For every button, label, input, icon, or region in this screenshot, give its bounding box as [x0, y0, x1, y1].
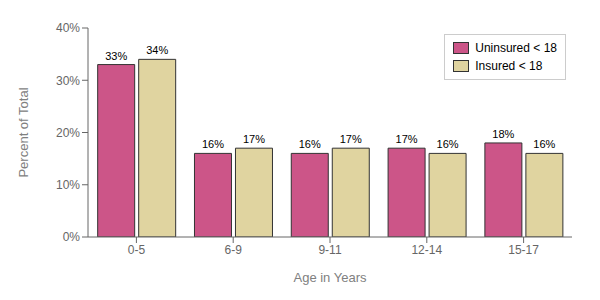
svg-text:15-17: 15-17: [508, 243, 539, 257]
svg-text:40%: 40%: [56, 21, 80, 35]
svg-text:10%: 10%: [56, 178, 80, 192]
svg-text:12-14: 12-14: [411, 243, 442, 257]
svg-text:20%: 20%: [56, 126, 80, 140]
svg-text:17%: 17%: [396, 133, 418, 145]
svg-text:0%: 0%: [63, 230, 81, 244]
html-text:Uninsured < 18: Uninsured < 18: [475, 41, 557, 55]
svg-text:16%: 16%: [437, 138, 459, 150]
svg-text:34%: 34%: [146, 44, 168, 56]
svg-text:17%: 17%: [340, 133, 362, 145]
svg-text:18%: 18%: [492, 128, 514, 140]
svg-text:16%: 16%: [202, 138, 224, 150]
svg-text:9-11: 9-11: [318, 243, 341, 257]
svg-text:Age in Years: Age in Years: [293, 270, 367, 285]
svg-text:Percent of Total: Percent of Total: [16, 87, 31, 177]
svg-text:16%: 16%: [533, 138, 555, 150]
svg-text:17%: 17%: [243, 133, 265, 145]
svg-text:16%: 16%: [299, 138, 321, 150]
html-text:Insured < 18: Insured < 18: [475, 59, 543, 73]
svg-text:6-9: 6-9: [225, 243, 243, 257]
svg-text:33%: 33%: [105, 50, 127, 62]
svg-text:30%: 30%: [56, 74, 80, 88]
svg-text:0-5: 0-5: [128, 243, 146, 257]
